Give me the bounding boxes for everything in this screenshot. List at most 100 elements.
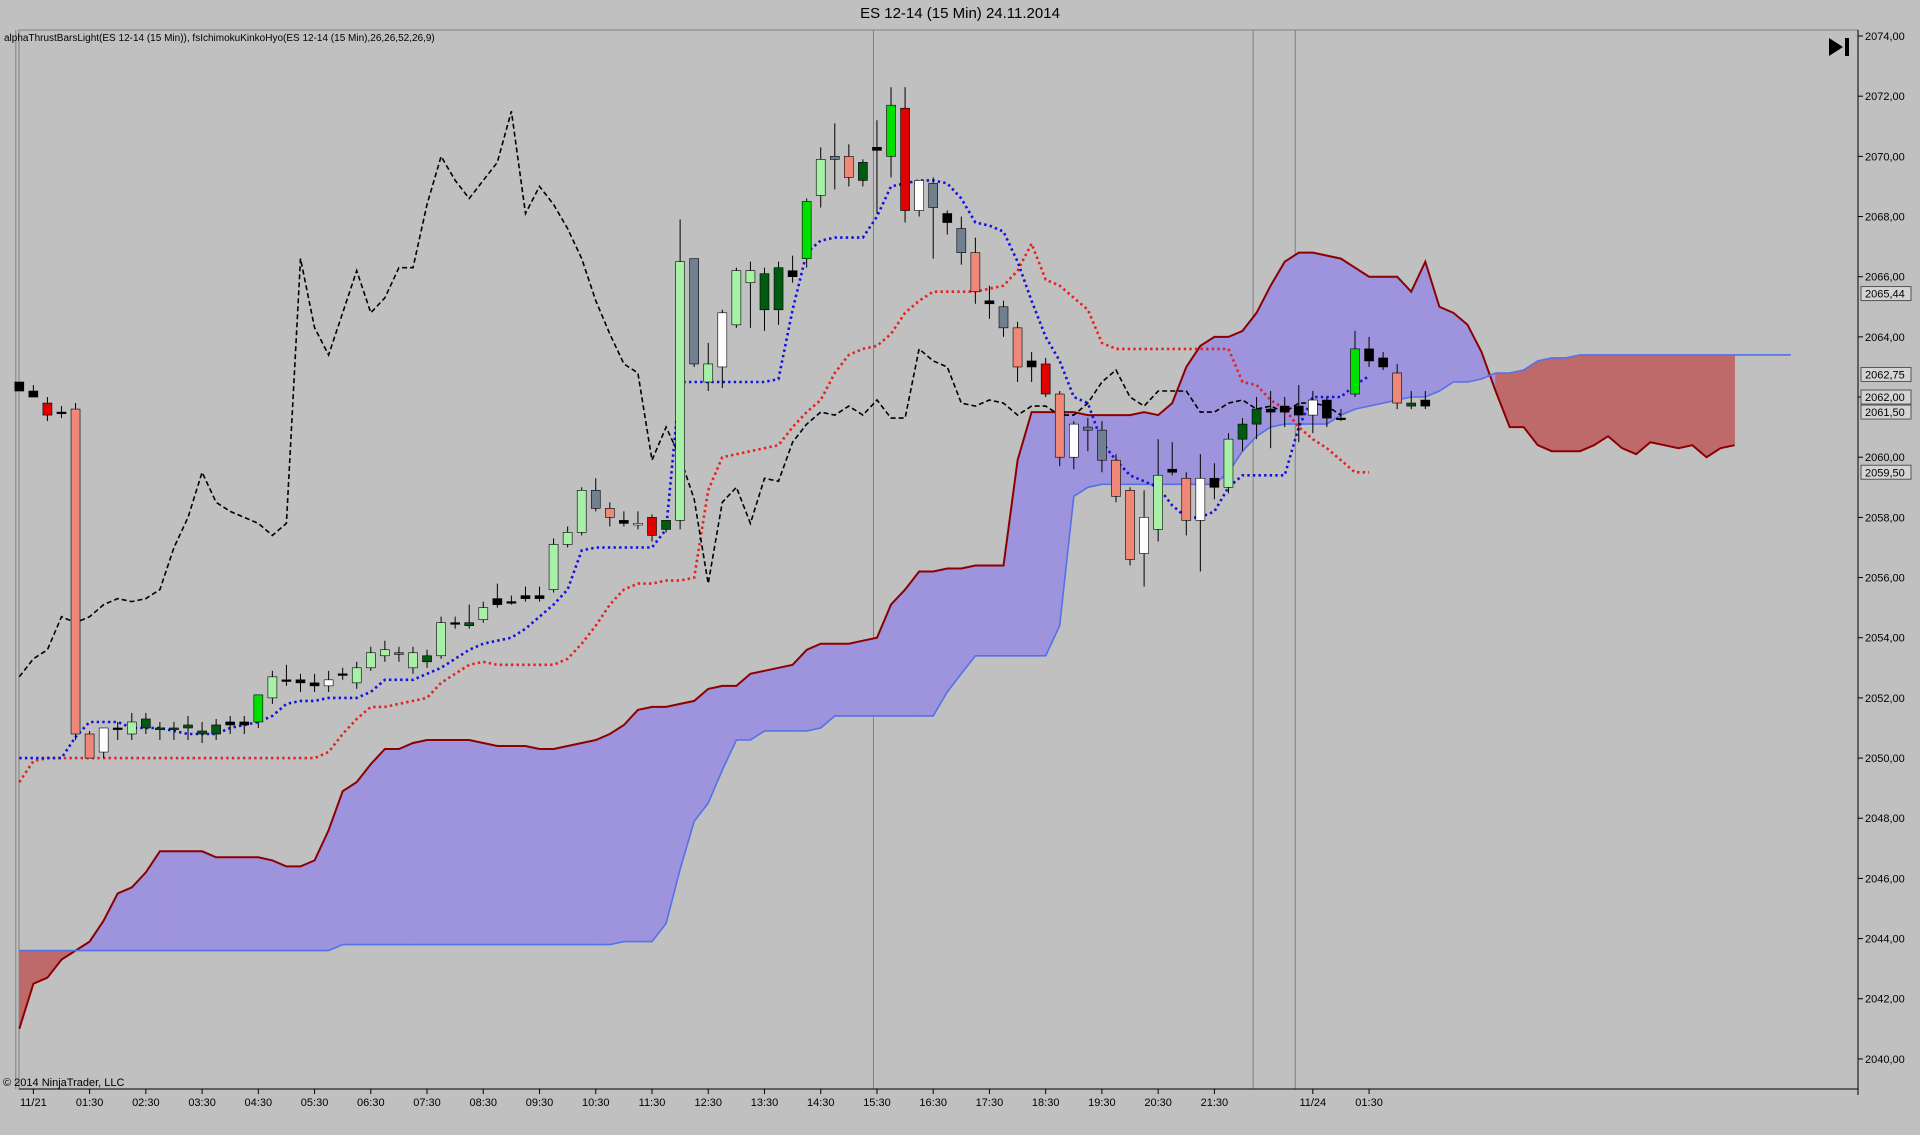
candle <box>1181 477 1192 521</box>
candle <box>1069 423 1079 458</box>
price-tick-label: 2056,00 <box>1865 573 1905 585</box>
candle <box>1420 399 1431 407</box>
cloud-segment <box>1649 354 1665 446</box>
cloud-segment <box>426 739 442 945</box>
time-tick-label: 12:30 <box>694 1097 722 1109</box>
cloud-segment <box>314 830 329 951</box>
time-tick-label: 17:30 <box>976 1097 1004 1109</box>
time-tick-label: 15:30 <box>863 1097 891 1109</box>
candle <box>155 727 165 730</box>
time-tick-label: 14:30 <box>807 1097 835 1109</box>
cloud-segment <box>623 709 639 942</box>
cloud-segment <box>1129 411 1145 485</box>
cloud-segment <box>1003 460 1018 657</box>
cloud-segment <box>848 640 864 717</box>
cloud-segment <box>834 643 850 717</box>
candle <box>394 652 404 655</box>
candle <box>1279 405 1290 413</box>
time-tick-label: 02:30 <box>132 1097 160 1109</box>
candle <box>1293 405 1304 416</box>
cloud-segment <box>1017 411 1032 657</box>
candle <box>1322 399 1332 419</box>
candle <box>675 261 685 521</box>
cloud-segment <box>1410 261 1426 398</box>
candle <box>1265 408 1276 413</box>
cloud-segment <box>637 706 653 942</box>
cloud-segment <box>440 739 456 945</box>
price-tick-label: 2066,00 <box>1865 272 1905 284</box>
candle <box>1336 417 1346 420</box>
time-tick-label: 08:30 <box>470 1097 498 1109</box>
time-tick-label: 20:30 <box>1144 1097 1172 1109</box>
candle <box>267 676 278 699</box>
price-tick-label: 2074,00 <box>1865 31 1905 43</box>
cloud-segment <box>1551 357 1567 452</box>
candle <box>492 598 503 605</box>
price-tick-label: 2060,00 <box>1865 452 1905 464</box>
candle <box>1167 468 1178 473</box>
cloud-segment <box>539 748 554 945</box>
candle <box>576 490 587 533</box>
cloud-segment <box>497 745 512 945</box>
candle <box>408 652 418 669</box>
cloud-segment <box>946 568 962 693</box>
candle <box>942 213 953 223</box>
senkou-span-a-line <box>18 251 1735 1030</box>
cloud-segment <box>1031 411 1046 657</box>
time-tick-label: 09:30 <box>526 1097 554 1109</box>
cloud-segment <box>904 570 920 717</box>
cloud-segment <box>201 850 217 951</box>
candle <box>295 679 306 684</box>
price-marker-box <box>1860 286 1912 302</box>
cloud-segment <box>1692 354 1707 458</box>
price-tick-label: 2048,00 <box>1865 813 1905 825</box>
candle <box>815 159 826 196</box>
cloud-segment <box>806 643 822 732</box>
price-tick-label: 2068,00 <box>1865 212 1905 224</box>
candle <box>1364 348 1374 362</box>
candle <box>464 622 475 626</box>
candle <box>1125 490 1135 560</box>
time-tick-label: 18:30 <box>1032 1097 1060 1109</box>
candle <box>450 622 460 625</box>
candle <box>900 107 910 211</box>
candle <box>801 201 812 259</box>
cloud-segment <box>1509 369 1525 428</box>
candle <box>1111 459 1121 497</box>
cloud-segment <box>398 742 414 945</box>
cloud-segment <box>989 565 1004 657</box>
cloud-segment <box>1706 354 1721 458</box>
kijun-sen-line <box>18 240 1370 783</box>
cloud-segment <box>1635 354 1651 455</box>
time-tick-label: 05:30 <box>301 1097 329 1109</box>
price-tick-label: 2072,00 <box>1865 91 1905 103</box>
candle <box>1406 402 1417 407</box>
time-tick-label: 03:30 <box>188 1097 216 1109</box>
candle <box>1237 423 1248 440</box>
candle <box>745 270 756 284</box>
price-marker-label: 2065,44 <box>1865 289 1905 301</box>
candle <box>731 270 742 326</box>
candle <box>689 258 699 365</box>
candle <box>239 721 250 726</box>
candle <box>872 147 882 151</box>
candle <box>126 721 137 735</box>
cloud-segment <box>609 724 625 945</box>
candle <box>661 520 671 530</box>
skip-to-end-icon[interactable] <box>1826 36 1852 58</box>
cloud-segment <box>778 664 793 732</box>
cloud-segment <box>975 565 990 657</box>
time-tick-label: 10:30 <box>582 1097 610 1109</box>
candle <box>70 408 81 735</box>
candle <box>590 490 601 509</box>
candle <box>183 724 193 729</box>
cloud-segment <box>932 568 948 718</box>
cloud-segment <box>1185 344 1201 485</box>
candle <box>633 523 643 526</box>
price-tick-label: 2058,00 <box>1865 512 1905 524</box>
cloud-segment <box>173 851 189 951</box>
cloud-segment <box>187 851 203 951</box>
price-tick-label: 2054,00 <box>1865 633 1905 645</box>
price-tick-label: 2070,00 <box>1865 151 1905 163</box>
